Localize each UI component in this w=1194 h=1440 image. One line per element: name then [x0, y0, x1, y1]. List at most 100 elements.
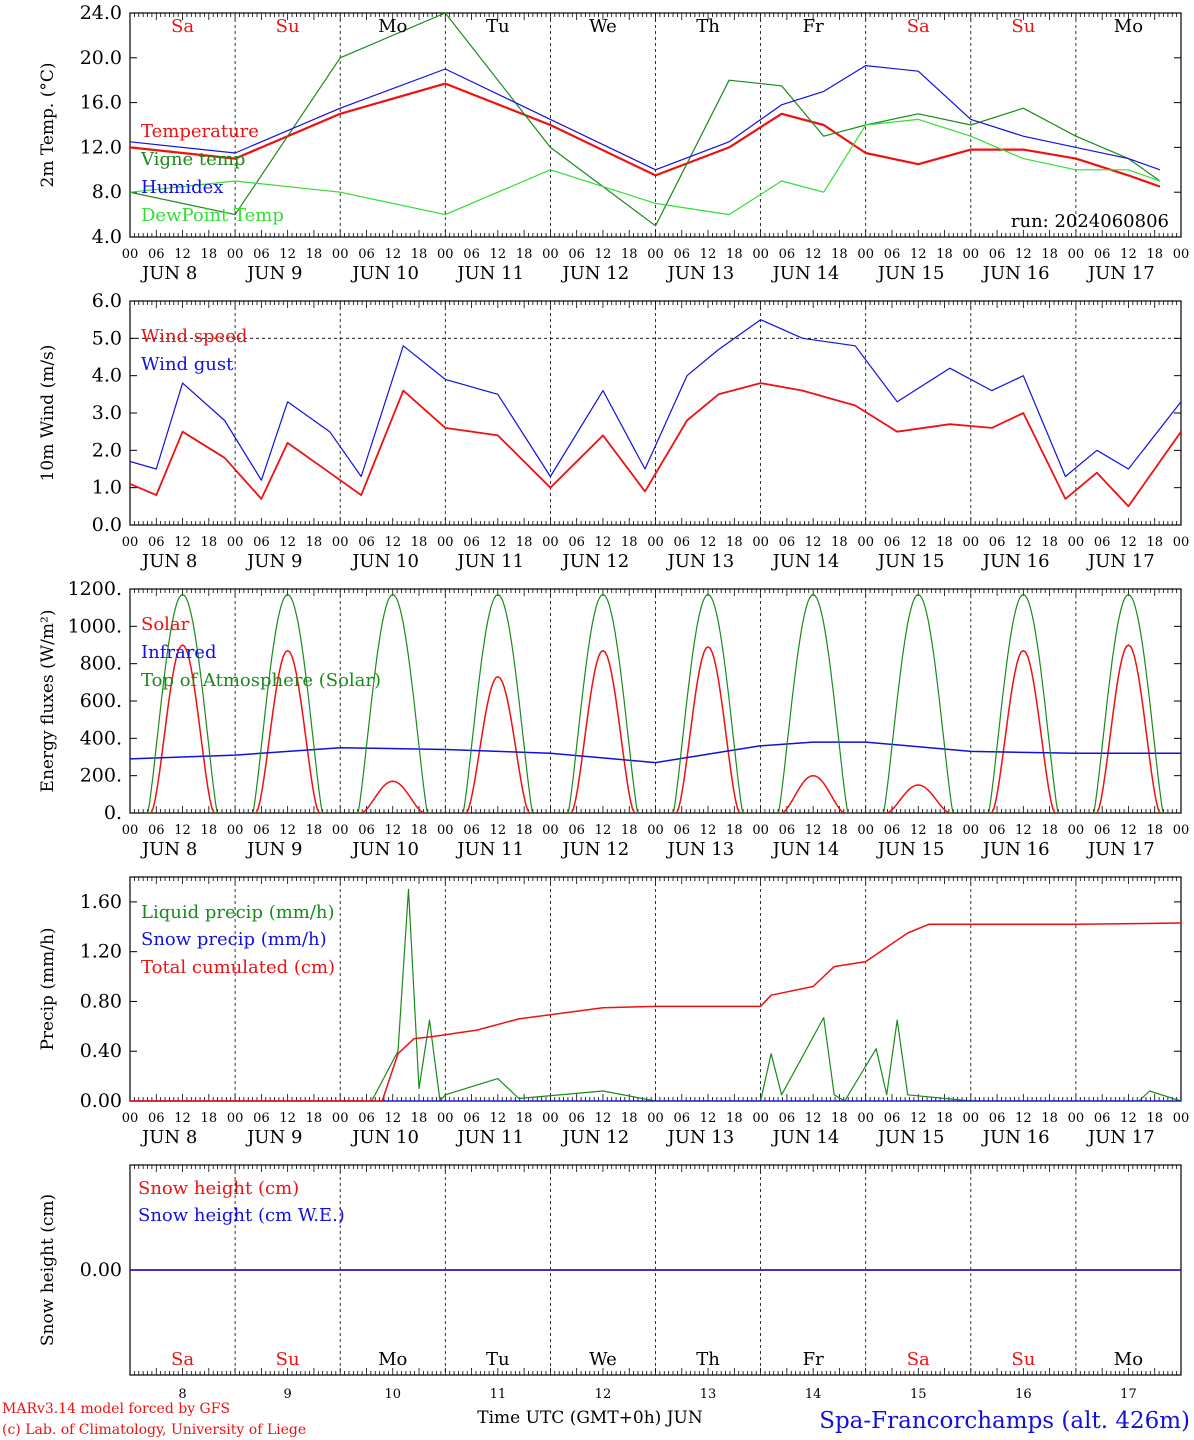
- weekday-label-bottom: Su: [1011, 1349, 1035, 1370]
- date-label: JUN 11: [455, 1127, 524, 1148]
- hour-tick-label: 06: [253, 535, 270, 550]
- hour-tick-label: 06: [568, 1111, 585, 1126]
- run-label: run: 2024060806: [1011, 211, 1169, 232]
- date-label: JUN 8: [140, 551, 197, 572]
- hour-tick-label: 18: [936, 247, 953, 262]
- hour-tick-label: 12: [595, 247, 612, 262]
- weekday-label: Su: [276, 16, 300, 37]
- hour-tick-label: 12: [1015, 247, 1032, 262]
- weekday-label-bottom: Su: [276, 1349, 300, 1370]
- hour-tick-label: 00: [122, 535, 139, 550]
- hour-tick-label: 12: [384, 1111, 401, 1126]
- hour-tick-label: 18: [936, 535, 953, 550]
- hour-tick-label: 18: [201, 247, 218, 262]
- hour-tick-label: 12: [384, 247, 401, 262]
- hour-tick-label: 00: [1173, 1111, 1190, 1126]
- hour-tick-label: 18: [936, 1111, 953, 1126]
- hour-tick-label: 18: [936, 823, 953, 838]
- plot-area: [130, 888, 1181, 1101]
- hour-tick-label: 12: [174, 535, 191, 550]
- hour-tick-label: 00: [227, 1111, 244, 1126]
- date-label: JUN 14: [771, 263, 840, 284]
- hour-tick-label: 12: [910, 823, 927, 838]
- weekday-label: We: [589, 16, 617, 37]
- hour-tick-label: 12: [595, 535, 612, 550]
- hour-tick-label: 00: [332, 823, 349, 838]
- hour-tick-label: 06: [148, 535, 165, 550]
- hour-tick-label: 06: [148, 247, 165, 262]
- hour-tick-label: 12: [490, 247, 507, 262]
- hour-tick-label: 12: [174, 823, 191, 838]
- hour-tick-label: 18: [1146, 1111, 1163, 1126]
- hour-tick-label: 18: [516, 823, 533, 838]
- y-tick-label: 4.0: [92, 365, 122, 387]
- date-label: JUN 17: [1086, 839, 1155, 860]
- plot-area: [130, 319, 1181, 508]
- date-label: JUN 16: [981, 839, 1050, 860]
- hour-tick-label: 18: [621, 1111, 638, 1126]
- hour-tick-label: 06: [1094, 823, 1111, 838]
- hour-tick-label: 06: [989, 823, 1006, 838]
- hour-tick-label: 06: [884, 535, 901, 550]
- series-solar: [991, 649, 1056, 813]
- x-axis-title: Time UTC (GMT+0h) JUN: [477, 1408, 703, 1428]
- y-axis-title: Snow height (cm): [38, 1194, 58, 1346]
- hour-tick-label: 18: [201, 1111, 218, 1126]
- day-number: 12: [595, 1387, 612, 1402]
- hour-tick-label: 18: [306, 823, 323, 838]
- date-label: JUN 12: [560, 839, 629, 860]
- hour-tick-label: 00: [647, 1111, 664, 1126]
- date-label: JUN 8: [140, 1127, 197, 1148]
- y-axis-title: Energy fluxes (W/m²): [38, 610, 58, 793]
- legend-entry: Vigne temp: [140, 149, 245, 170]
- y-axis-title: 10m Wind (m/s): [38, 345, 58, 482]
- hour-tick-label: 12: [1015, 1111, 1032, 1126]
- hour-tick-label: 18: [621, 823, 638, 838]
- hour-tick-label: 18: [1041, 823, 1058, 838]
- y-tick-label: 20.0: [80, 47, 122, 69]
- series-top-of-atmosphere-solar-: [777, 593, 849, 813]
- y-tick-label: 8.0: [92, 181, 122, 203]
- date-label: JUN 8: [140, 263, 197, 284]
- series-top-of-atmosphere-solar-: [988, 593, 1059, 813]
- series-top-of-atmosphere-solar-: [357, 593, 428, 813]
- lab-credit: (c) Lab. of Climatology, University of L…: [2, 1422, 306, 1438]
- series-top-of-atmosphere-solar-: [672, 593, 744, 813]
- hour-tick-label: 18: [726, 823, 743, 838]
- y-tick-label: 600.: [80, 690, 122, 712]
- date-label: JUN 13: [666, 551, 735, 572]
- hour-tick-label: 18: [621, 247, 638, 262]
- series-top-of-atmosphere-solar-: [1093, 593, 1164, 813]
- hour-tick-label: 06: [463, 535, 480, 550]
- series-solar: [255, 649, 320, 813]
- weekday-label: Th: [696, 16, 720, 37]
- series-wind-gust: [130, 319, 1181, 481]
- legend-entry: Total cumulated (cm): [141, 957, 335, 978]
- hour-tick-label: 12: [595, 1111, 612, 1126]
- hour-tick-label: 12: [490, 1111, 507, 1126]
- hour-tick-label: 12: [1015, 535, 1032, 550]
- date-label: JUN 17: [1086, 263, 1155, 284]
- hour-tick-label: 12: [700, 247, 717, 262]
- hour-tick-label: 18: [411, 535, 428, 550]
- date-label: JUN 12: [560, 551, 629, 572]
- hour-tick-label: 00: [752, 535, 769, 550]
- date-label: JUN 11: [455, 263, 524, 284]
- legend-entry: Liquid precip (mm/h): [141, 902, 335, 923]
- date-label: JUN 11: [455, 551, 524, 572]
- hour-tick-label: 12: [279, 823, 296, 838]
- hour-tick-label: 00: [227, 535, 244, 550]
- series-wind-speed: [130, 382, 1181, 508]
- weekday-label-bottom: Mo: [1114, 1349, 1143, 1370]
- date-label: JUN 10: [350, 1127, 419, 1148]
- y-tick-label: 2.0: [92, 439, 122, 461]
- hour-tick-label: 06: [358, 247, 375, 262]
- hour-tick-label: 18: [1146, 535, 1163, 550]
- hour-tick-label: 06: [568, 247, 585, 262]
- panel-frame: [129, 588, 1182, 814]
- hour-tick-label: 06: [674, 1111, 691, 1126]
- hour-tick-label: 12: [805, 247, 822, 262]
- hour-tick-label: 18: [726, 535, 743, 550]
- weekday-label-bottom: Th: [696, 1349, 720, 1370]
- hour-tick-label: 00: [1173, 247, 1190, 262]
